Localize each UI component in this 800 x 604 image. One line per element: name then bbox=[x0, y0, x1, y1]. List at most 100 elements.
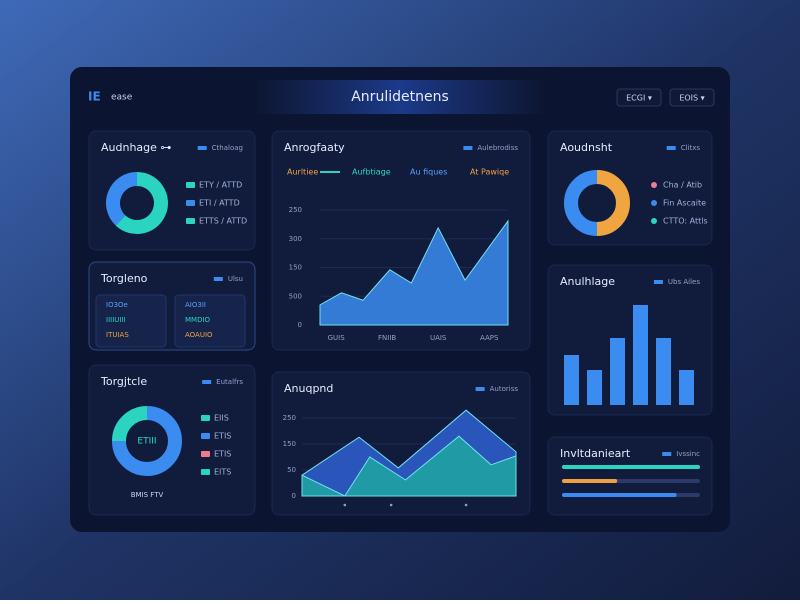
y-tick-label: 0 bbox=[298, 321, 302, 329]
logo: IE bbox=[88, 90, 101, 104]
legend-swatch bbox=[653, 280, 663, 284]
area bbox=[319, 219, 509, 326]
bar bbox=[564, 355, 579, 405]
x-tick bbox=[464, 503, 468, 507]
legend-label: Eutalfrs bbox=[216, 378, 243, 386]
filter-button-label[interactable]: ECGI ▾ bbox=[626, 94, 652, 103]
bar bbox=[656, 338, 671, 405]
legend-dot bbox=[651, 200, 657, 206]
donut-segment bbox=[564, 170, 598, 236]
y-tick-label: 300 bbox=[289, 235, 302, 243]
legend-label: ETI / ATTD bbox=[199, 199, 240, 208]
bar bbox=[610, 338, 625, 405]
legend-label: Autoriss bbox=[490, 385, 519, 393]
sub-box-text: AOAUIO bbox=[185, 331, 213, 339]
sub-box-text: AIO3II bbox=[185, 301, 206, 309]
x-tick bbox=[389, 503, 393, 507]
x-tick-label: UAIS bbox=[430, 334, 447, 342]
legend-label: ETIS bbox=[214, 450, 231, 459]
sub-box-text: MMDIO bbox=[185, 316, 211, 324]
sub-box-text: IO3Oe bbox=[106, 301, 128, 309]
area bbox=[301, 435, 517, 497]
legend-swatch bbox=[186, 182, 195, 188]
progress-bar bbox=[562, 465, 700, 469]
y-tick-label: 50 bbox=[287, 466, 296, 474]
sub-box-text: ITUIAS bbox=[106, 331, 129, 339]
legend-swatch bbox=[666, 146, 676, 150]
title: Anrulidetnens bbox=[351, 89, 449, 105]
legend-swatch bbox=[197, 146, 207, 150]
legend-label: EITS bbox=[214, 468, 231, 477]
y-tick-label: 250 bbox=[289, 206, 302, 214]
legend-label: CTTO: Attls bbox=[663, 217, 708, 226]
sub-box-text: IIIIUIII bbox=[106, 316, 126, 324]
legend-swatch bbox=[186, 200, 195, 206]
legend-label: Aulebrodiss bbox=[477, 144, 518, 152]
sub-box bbox=[95, 294, 167, 348]
legend-swatch bbox=[186, 218, 195, 224]
legend-swatch bbox=[662, 452, 672, 456]
legend-label: Ulsu bbox=[228, 275, 243, 283]
legend-swatch bbox=[202, 380, 212, 384]
legend-label: ETY / ATTD bbox=[199, 181, 242, 190]
progress-bar bbox=[562, 493, 677, 497]
panel-title: Invltdanieart bbox=[560, 447, 631, 460]
legend-label: ETTS / ATTD bbox=[199, 217, 247, 226]
legend-swatch bbox=[201, 469, 210, 475]
legend-label: Cha / Atib bbox=[663, 181, 702, 190]
legend-dot bbox=[651, 218, 657, 224]
panel-title: Torgjtcle bbox=[100, 375, 147, 388]
donut-center: ETIII bbox=[137, 437, 156, 447]
legend-dot bbox=[651, 182, 657, 188]
bar bbox=[679, 370, 694, 405]
sub-box bbox=[174, 294, 246, 348]
filter-button[interactable] bbox=[669, 88, 715, 107]
legend-label: Clitxs bbox=[681, 144, 701, 152]
donut-segment bbox=[111, 406, 182, 476]
legend-label: EIIS bbox=[214, 414, 229, 423]
series-label: Au fiques bbox=[410, 168, 447, 177]
series-label: Aurltiee bbox=[287, 168, 318, 177]
legend-swatch bbox=[213, 277, 223, 281]
header-glow bbox=[255, 80, 545, 114]
donut-segment bbox=[596, 170, 630, 236]
y-tick-label: 0 bbox=[292, 492, 296, 500]
donut-segment bbox=[112, 406, 148, 442]
legend-label: Ivssinc bbox=[676, 450, 700, 458]
y-tick-label: 150 bbox=[289, 264, 302, 272]
donut-segment bbox=[106, 172, 138, 226]
panel-title: Anuqpnd bbox=[284, 382, 333, 395]
panel bbox=[547, 130, 713, 246]
filter-button[interactable] bbox=[616, 88, 662, 107]
legend-label: Ubs Ailes bbox=[668, 278, 700, 286]
x-tick-label: GUIS bbox=[328, 334, 346, 342]
x-tick-label: FNIIB bbox=[378, 334, 396, 342]
legend-swatch bbox=[201, 433, 210, 439]
bar bbox=[633, 305, 648, 405]
panel-title: Anrogfaaty bbox=[284, 141, 345, 154]
legend-label: ETIS bbox=[214, 432, 231, 441]
y-tick-label: 250 bbox=[283, 414, 296, 422]
legend-label: Cthaloag bbox=[212, 144, 243, 152]
legend-swatch bbox=[463, 146, 473, 150]
progress-bar bbox=[562, 479, 618, 483]
y-tick-label: 150 bbox=[283, 440, 296, 448]
legend-swatch bbox=[201, 451, 210, 457]
series-label: At Pawiqe bbox=[470, 168, 509, 177]
brand: ease bbox=[111, 93, 133, 103]
bar bbox=[587, 370, 602, 405]
x-tick bbox=[343, 503, 347, 507]
panel-footer: BMIS FTV bbox=[131, 491, 164, 499]
panel-title: Anulhlage bbox=[560, 275, 615, 288]
legend-swatch bbox=[475, 387, 485, 391]
legend-swatch bbox=[201, 415, 210, 421]
x-tick-label: AAPS bbox=[480, 334, 499, 342]
panel-title: Audnhage ⊶ bbox=[101, 141, 171, 154]
legend-label: Fin Ascaite bbox=[663, 199, 706, 208]
y-tick-label: 500 bbox=[289, 292, 302, 300]
series-label: Aufbtiage bbox=[352, 168, 391, 177]
filter-button-label[interactable]: EOIS ▾ bbox=[679, 94, 704, 103]
panel-title: Aoudnsht bbox=[560, 141, 613, 154]
panel-title: Torgleno bbox=[100, 272, 148, 285]
